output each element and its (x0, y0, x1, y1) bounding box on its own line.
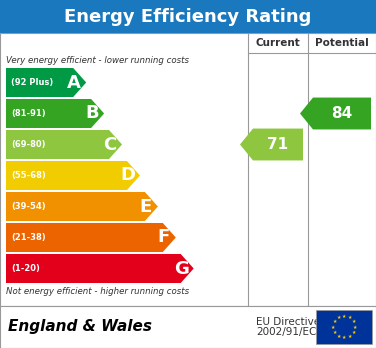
Text: D: D (120, 166, 135, 184)
Text: 2002/91/EC: 2002/91/EC (256, 327, 316, 337)
Polygon shape (6, 68, 86, 97)
Polygon shape (6, 192, 158, 221)
Text: ★: ★ (347, 315, 352, 320)
Text: ★: ★ (332, 330, 337, 335)
Text: ★: ★ (351, 330, 356, 335)
Bar (316, 310, 372, 344)
Text: EU Directive: EU Directive (256, 317, 320, 327)
Text: G: G (174, 260, 189, 277)
Text: Energy Efficiency Rating: Energy Efficiency Rating (64, 8, 312, 25)
Text: Current: Current (256, 38, 300, 48)
Text: E: E (140, 198, 152, 215)
Polygon shape (6, 223, 176, 252)
Text: (21-38): (21-38) (11, 233, 45, 242)
Text: England & Wales: England & Wales (8, 319, 152, 334)
Text: ★: ★ (331, 324, 335, 330)
Bar (0, 0, 376, 33)
Text: Potential: Potential (315, 38, 369, 48)
Text: A: A (67, 73, 81, 92)
Text: (92 Plus): (92 Plus) (11, 78, 53, 87)
Text: 71: 71 (267, 137, 288, 152)
Polygon shape (6, 254, 194, 283)
Text: (1-20): (1-20) (11, 264, 40, 273)
Text: (55-68): (55-68) (11, 171, 46, 180)
Text: ★: ★ (353, 324, 357, 330)
Bar (0, 33, 376, 306)
Text: C: C (103, 135, 117, 153)
Text: (69-80): (69-80) (11, 140, 45, 149)
Polygon shape (240, 128, 303, 160)
Text: ★: ★ (351, 319, 356, 324)
Text: ★: ★ (342, 314, 346, 319)
Bar (0, 306, 376, 348)
Text: B: B (85, 104, 99, 122)
Text: ★: ★ (342, 335, 346, 340)
Text: 84: 84 (331, 106, 353, 121)
Text: Very energy efficient - lower running costs: Very energy efficient - lower running co… (6, 56, 189, 65)
Text: (39-54): (39-54) (11, 202, 45, 211)
Text: ★: ★ (347, 334, 352, 339)
Text: ★: ★ (332, 319, 337, 324)
Text: ★: ★ (337, 315, 341, 320)
Text: (81-91): (81-91) (11, 109, 45, 118)
Text: Not energy efficient - higher running costs: Not energy efficient - higher running co… (6, 287, 189, 296)
Text: ★: ★ (337, 334, 341, 339)
Polygon shape (6, 130, 122, 159)
Polygon shape (6, 161, 140, 190)
Polygon shape (6, 99, 104, 128)
Polygon shape (300, 97, 371, 129)
Text: F: F (158, 229, 170, 246)
